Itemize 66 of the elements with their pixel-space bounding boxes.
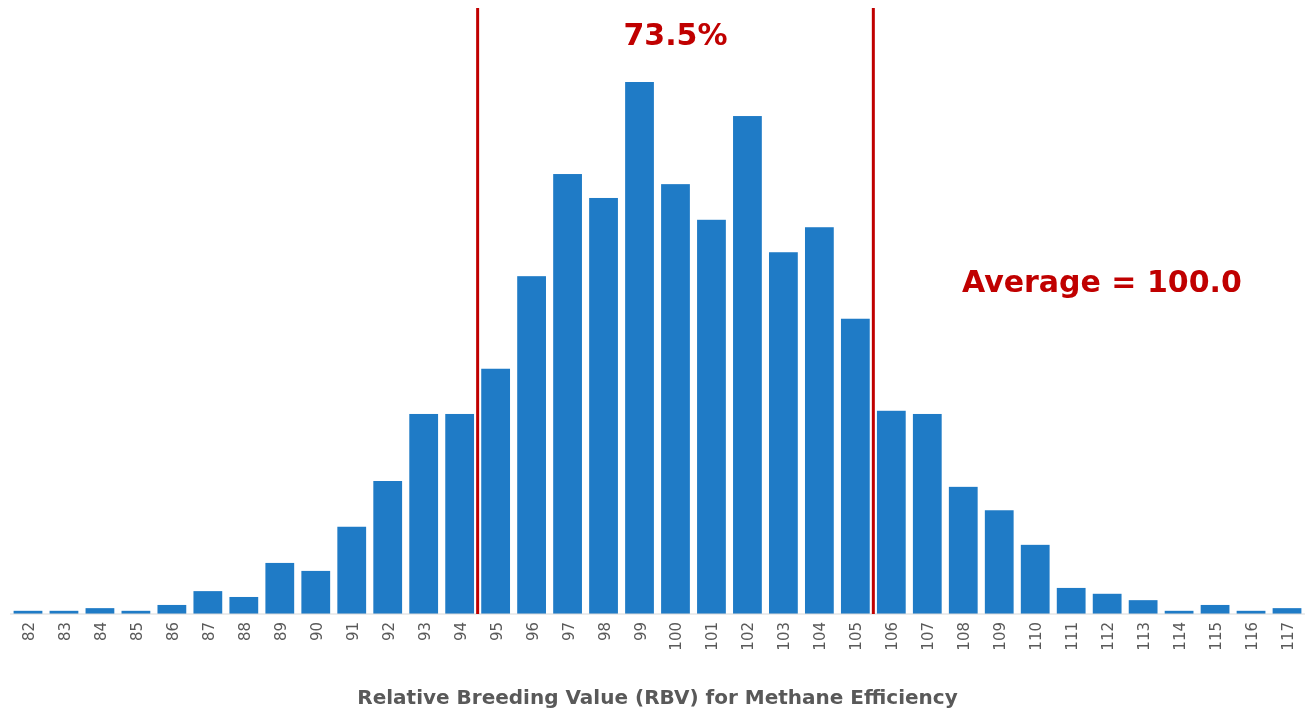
x-tick-label: 85: [127, 622, 146, 642]
bar: [876, 410, 906, 614]
x-tick-label: 98: [595, 622, 614, 642]
x-tick-label: 90: [307, 622, 326, 642]
bar: [625, 82, 654, 614]
bar: [553, 174, 582, 614]
x-tick-label: 100: [667, 622, 686, 651]
bar: [409, 413, 439, 614]
bar: [445, 413, 475, 614]
x-tick-label: 93: [415, 622, 434, 642]
x-tick-label: 94: [451, 622, 470, 642]
x-tick-label: 83: [55, 622, 74, 642]
x-tick-label: 113: [1135, 622, 1154, 651]
bar: [733, 116, 762, 614]
x-tick-label: 89: [271, 622, 290, 642]
bar: [589, 197, 618, 614]
bar: [193, 591, 223, 614]
x-tick-label: 102: [739, 622, 758, 651]
x-axis-title: Relative Breeding Value (RBV) for Methane Efficiency: [357, 685, 958, 709]
x-tick-label: 109: [991, 622, 1010, 651]
x-tick-label: 87: [199, 622, 218, 642]
x-tick-label: 110: [1027, 622, 1046, 651]
bar: [265, 562, 295, 614]
x-tick-label: 116: [1243, 622, 1262, 651]
x-tick-label: 97: [559, 622, 578, 642]
bar: [948, 486, 978, 614]
x-tick-label: 106: [883, 622, 902, 651]
x-tick-label: 115: [1207, 622, 1226, 651]
x-tick-label: 104: [811, 622, 830, 651]
bar: [769, 252, 798, 614]
x-tick-label: 86: [163, 622, 182, 642]
x-tick-label: 88: [235, 622, 254, 642]
bar: [661, 184, 690, 614]
bar: [373, 481, 403, 614]
x-tick-label: 96: [523, 622, 542, 642]
bar: [517, 276, 546, 614]
x-tick-label: 84: [91, 622, 110, 642]
bar: [481, 368, 511, 614]
x-tick-label: 105: [847, 622, 866, 651]
text: 73.5%: [623, 17, 728, 52]
bar: [697, 219, 726, 614]
bar: [1020, 544, 1050, 614]
x-tick-label: 99: [631, 622, 650, 642]
x-tick-label: 111: [1063, 622, 1082, 651]
bar: [337, 526, 367, 614]
x-tick-label: 101: [703, 622, 722, 651]
bar: [1092, 593, 1122, 614]
x-tick-label: 92: [379, 622, 398, 642]
x-tick-label: 107: [919, 622, 938, 651]
bar: [984, 510, 1014, 614]
bar: [804, 227, 834, 614]
bar: [229, 596, 259, 614]
x-tick-label: 95: [487, 622, 506, 642]
x-tick-label: 112: [1099, 622, 1118, 651]
annotation: Average = 100.0: [962, 264, 1242, 299]
x-tick-label: 91: [343, 622, 362, 642]
bar: [301, 570, 331, 614]
bar: [912, 413, 942, 614]
x-tick-label: 117: [1279, 622, 1298, 651]
bar: [1128, 600, 1158, 614]
x-tick-label: 108: [955, 622, 974, 651]
x-tick-label: 103: [775, 622, 794, 651]
bar: [840, 318, 870, 614]
x-tick-label: 82: [19, 622, 38, 642]
x-tick-label: 114: [1171, 622, 1190, 651]
bar: [1056, 587, 1086, 614]
